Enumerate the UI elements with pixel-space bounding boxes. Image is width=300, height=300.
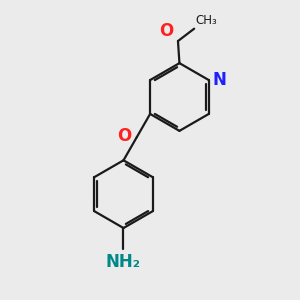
Text: O: O [117,127,131,145]
Text: CH₃: CH₃ [196,14,217,27]
Text: O: O [159,22,173,40]
Text: NH₂: NH₂ [106,253,141,271]
Text: N: N [212,71,226,89]
